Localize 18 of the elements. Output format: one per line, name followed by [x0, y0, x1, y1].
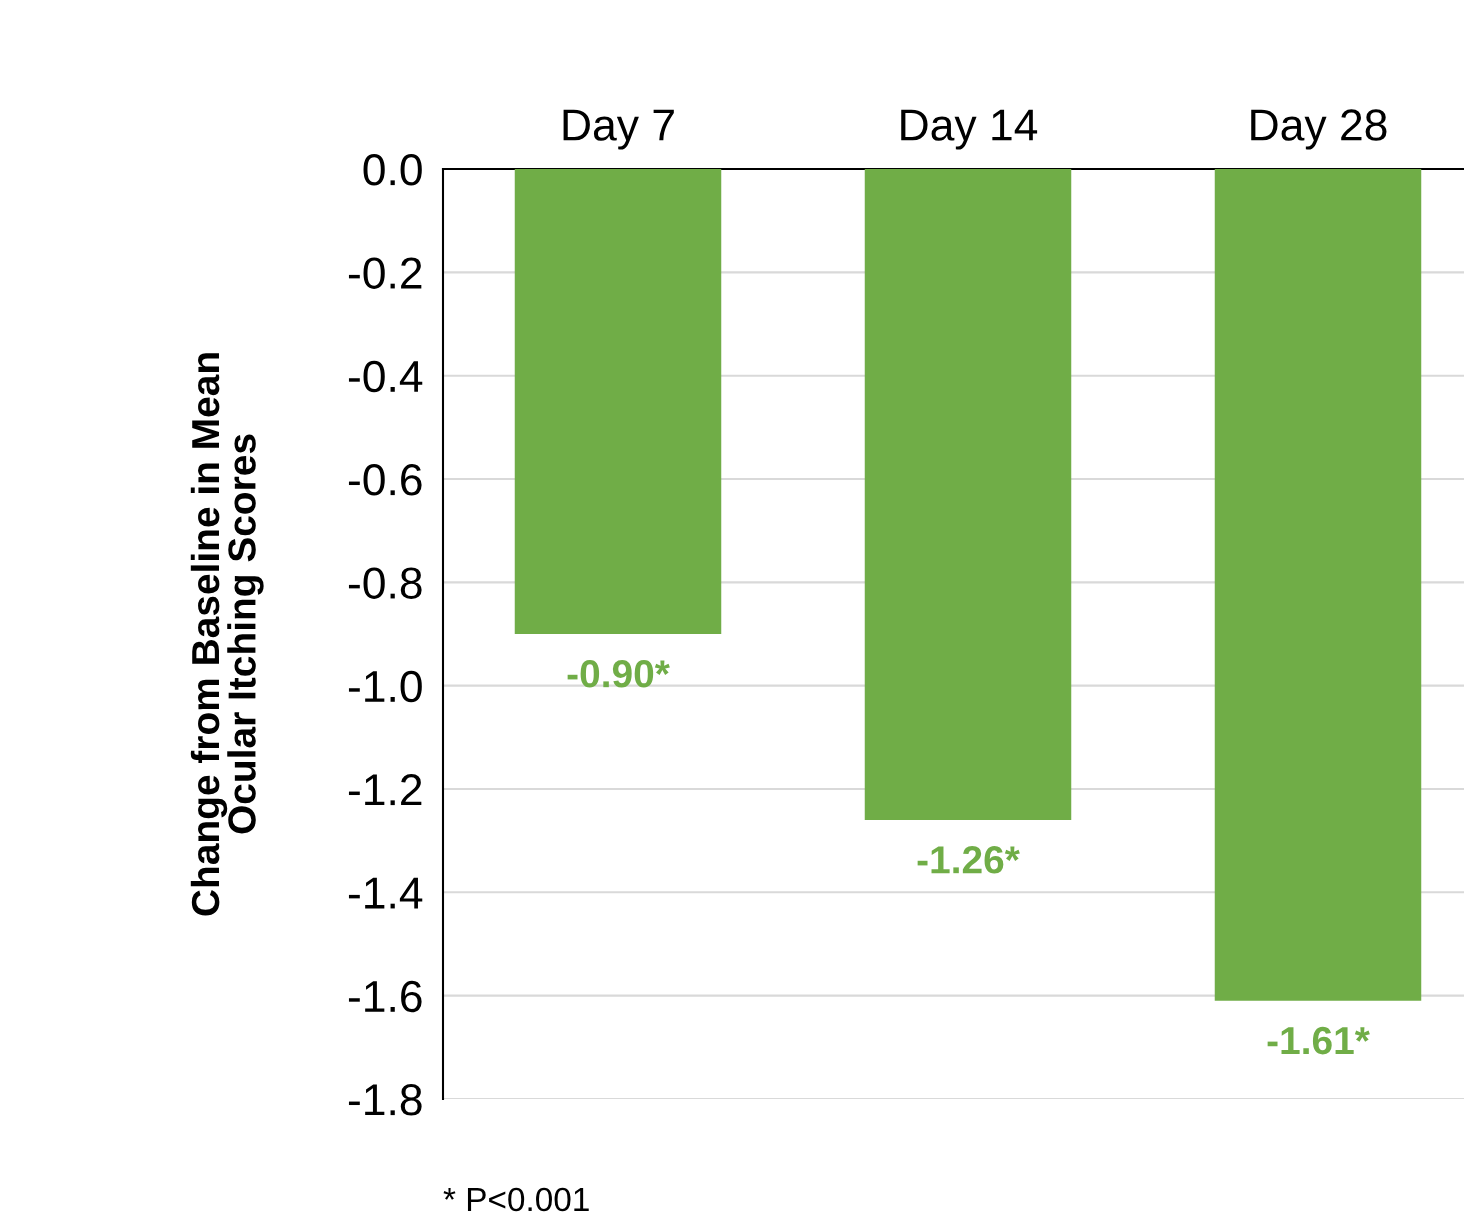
y-axis-title: Change from Baseline in Mean Ocular Itching Scores: [190, 353, 264, 916]
y-tick-label: -0.2: [348, 257, 422, 289]
y-tick-label: -1.8: [348, 1084, 422, 1116]
y-tick-label: -0.4: [348, 360, 423, 393]
y-tick-label: 0.0: [363, 154, 422, 186]
x-tick-label: Day 7: [563, 109, 674, 150]
y-tick-label: -1.0: [348, 670, 422, 703]
data-label: -1.61*: [1267, 1026, 1370, 1055]
text: * P<0.001: [443, 1187, 589, 1212]
y-tick-label: -0.8: [348, 567, 422, 599]
x-tick-label: Day 28: [1251, 109, 1387, 150]
x-tick-label: Day 14: [901, 109, 1038, 150]
y-tick-label: -1.2: [348, 774, 422, 806]
data-label: -0.90*: [567, 660, 670, 688]
y-tick-label: -1.4: [348, 877, 423, 909]
y-tick-label: -1.6: [348, 980, 422, 1013]
y-tick-label: -0.6: [348, 464, 422, 496]
data-label: -1.26*: [917, 846, 1020, 874]
